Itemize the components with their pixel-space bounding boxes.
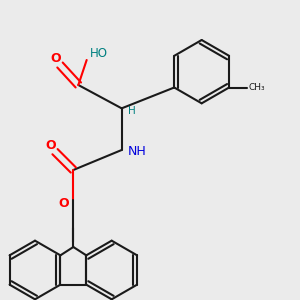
- Text: CH₃: CH₃: [248, 83, 265, 92]
- Text: HO: HO: [90, 47, 108, 60]
- Text: O: O: [46, 139, 56, 152]
- Text: H: H: [128, 106, 135, 116]
- Text: O: O: [51, 52, 61, 65]
- Text: O: O: [58, 197, 69, 210]
- Text: NH: NH: [128, 145, 146, 158]
